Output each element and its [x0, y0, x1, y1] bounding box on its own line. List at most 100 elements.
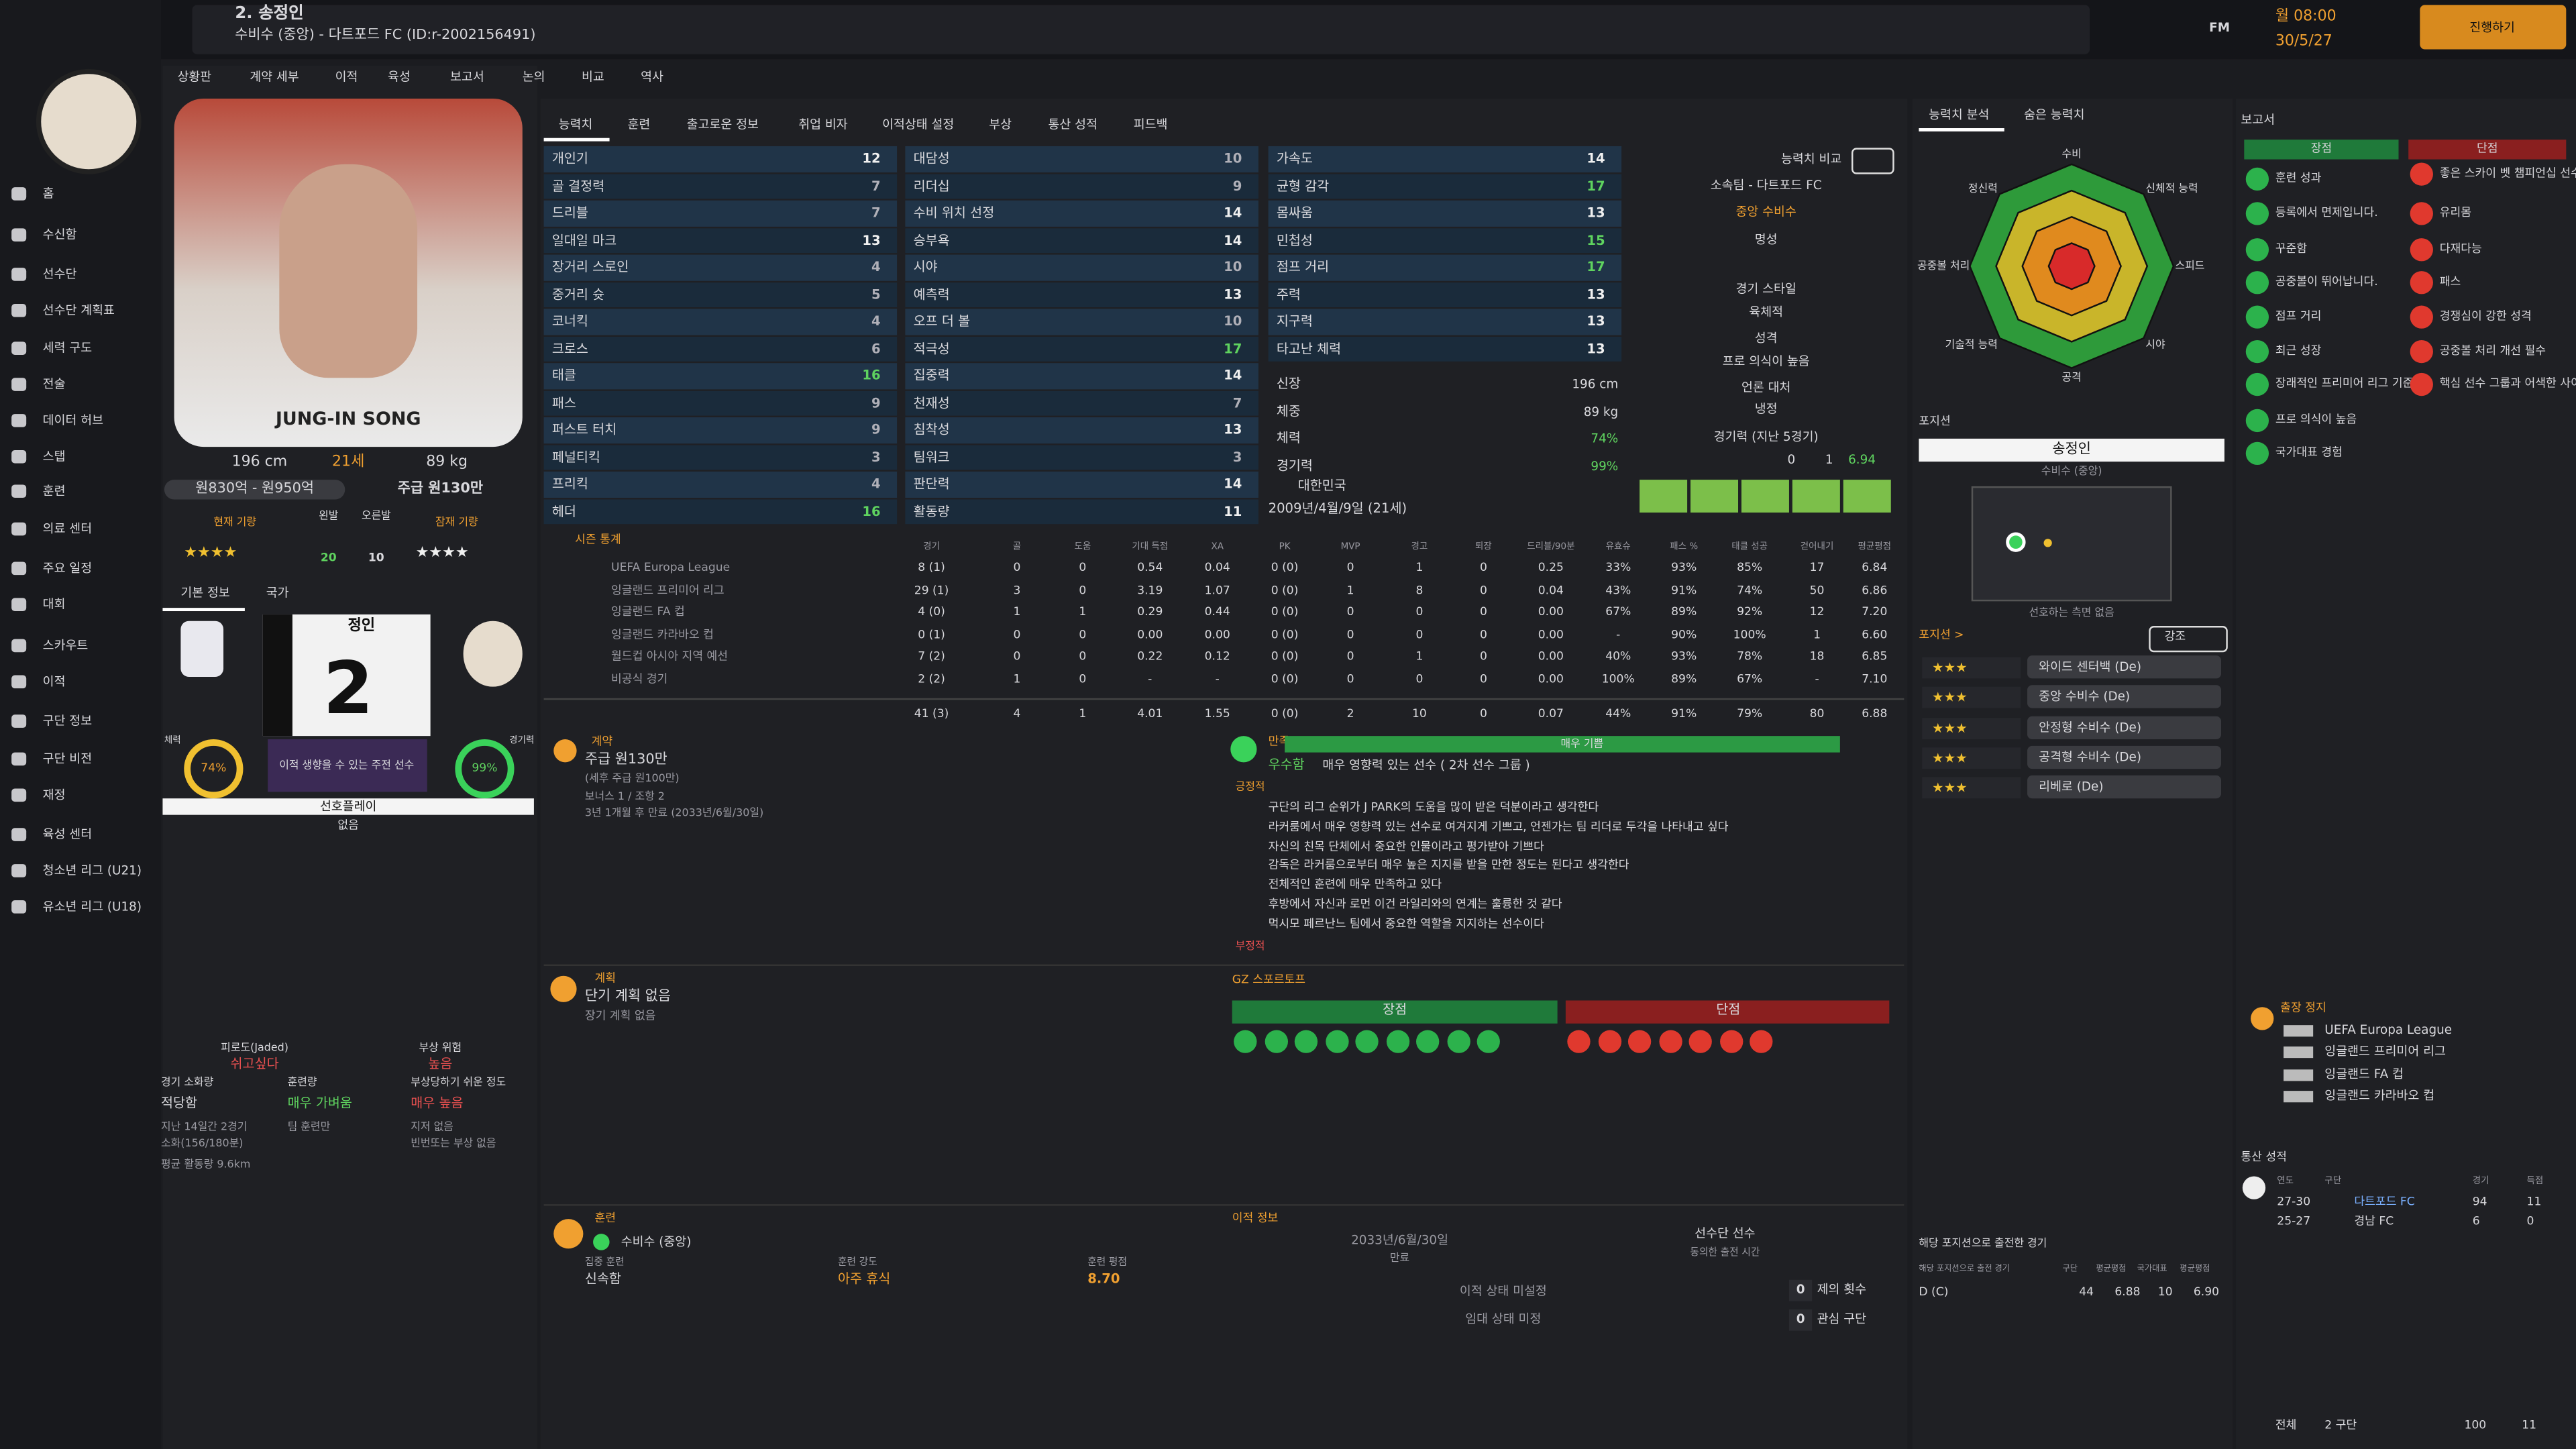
name-box — [1919, 438, 2224, 462]
stats-cell: 0 (0) — [1271, 561, 1299, 574]
role: 공격형 수비수 (De) — [2039, 749, 2142, 765]
strength-icon — [1264, 1030, 1287, 1053]
tab[interactable]: 피드백 — [1133, 117, 1168, 132]
sidebar-item[interactable]: 유소년 리그 (U18) — [42, 899, 142, 914]
sidebar-item[interactable]: 의료 센터 — [42, 521, 93, 536]
label: 동의한 출전 시간 — [1690, 1246, 1760, 1258]
label: 제의 횟수 — [1817, 1281, 1867, 1297]
tab[interactable]: 훈련 — [627, 117, 651, 132]
attr-row — [543, 173, 898, 199]
stars: ★★★ — [1932, 660, 1968, 676]
sidebar-item[interactable]: 수신함 — [42, 227, 77, 242]
tab[interactable]: 비교 — [581, 69, 604, 85]
stats-cell: 0.00 — [1538, 605, 1564, 619]
suspension-item: 잉글랜드 FA 컵 — [2324, 1066, 2404, 1081]
attr-value: 16 — [862, 503, 881, 519]
attr-value: 12 — [862, 151, 881, 166]
sidebar-item[interactable]: 대회 — [42, 596, 66, 612]
tab[interactable]: 계약 세부 — [250, 69, 299, 85]
attr-name: 가속도 — [1276, 151, 1313, 166]
attr-row — [905, 363, 1258, 389]
stats-total: 0 — [1479, 707, 1487, 720]
attr-row — [543, 498, 898, 525]
sidebar-icon — [11, 268, 27, 281]
role-dropdown[interactable] — [2027, 715, 2222, 739]
stats-cell: 0 — [1479, 649, 1487, 663]
tab[interactable]: 출고로운 정보 — [686, 117, 759, 132]
attr-row — [543, 227, 898, 254]
continue-button[interactable] — [2420, 5, 2567, 50]
sidebar-item[interactable]: 전술 — [42, 376, 66, 392]
tab[interactable]: 취업 비자 — [798, 117, 848, 132]
stats-cell: 100% — [1601, 672, 1635, 686]
condition: 74% — [201, 761, 227, 775]
tab[interactable]: 이적상태 설정 — [882, 117, 955, 132]
role-dropdown[interactable] — [2027, 745, 2222, 769]
tab[interactable]: 상황판 — [177, 69, 212, 85]
attr-row — [1268, 282, 1622, 307]
section-title: 통산 성적 — [2241, 1150, 2287, 1165]
attr-value: 17 — [1587, 259, 1605, 274]
expiry-date: 2033년/6월/30일 — [1351, 1232, 1448, 1248]
weakness-icon — [1719, 1030, 1743, 1053]
potential-label: 잠재 기량 — [435, 515, 478, 529]
sidebar-item[interactable]: 데이터 허브 — [42, 413, 104, 428]
fitness-training: 매우 가벼움 — [287, 1095, 352, 1111]
strength-icon — [1385, 1030, 1409, 1053]
role-dropdown[interactable] — [2027, 685, 2222, 709]
tab[interactable]: 논의 — [522, 69, 545, 85]
sidebar-item[interactable]: 이적 — [42, 674, 66, 689]
sidebar-item[interactable]: 선수단 — [42, 266, 77, 282]
attr-row — [905, 444, 1258, 470]
sidebar-item[interactable]: 주요 일정 — [42, 560, 93, 576]
interested: 0 — [1796, 1311, 1805, 1326]
tab[interactable]: 이적 — [335, 69, 358, 85]
tab[interactable]: 기본 정보 — [180, 585, 230, 600]
tab[interactable]: 숨은 능력치 — [2024, 107, 2085, 122]
section-title: 출장 정지 — [2280, 1001, 2326, 1015]
stats-cell: 0 — [1346, 627, 1354, 641]
sidebar-item[interactable]: 스카우트 — [42, 637, 89, 653]
section-subtitle: 긍정적 — [1235, 780, 1265, 794]
tab[interactable]: 통산 성적 — [1048, 117, 1097, 132]
role-dropdown[interactable] — [2027, 775, 2222, 799]
stats-cell: 0 (0) — [1271, 605, 1299, 619]
stats-cell: 89% — [1671, 605, 1697, 619]
sidebar-item[interactable]: 구단 비전 — [42, 751, 93, 766]
sidebar-icon — [11, 378, 27, 391]
emphasis-dropdown[interactable] — [2149, 626, 2228, 653]
attr-name: 적극성 — [913, 341, 950, 356]
weaknesses-box — [2408, 140, 2567, 160]
sidebar-item[interactable]: 세력 구도 — [42, 340, 93, 356]
sidebar-item[interactable]: 재정 — [42, 787, 66, 802]
sidebar-item[interactable]: 스탭 — [42, 449, 66, 464]
tab[interactable]: 국가 — [266, 585, 289, 600]
sharpness: 99% — [472, 761, 498, 775]
tab[interactable]: 육성 — [387, 69, 411, 85]
sidebar-icon — [11, 714, 27, 728]
stats-cell: 100% — [1733, 627, 1766, 641]
tab[interactable]: 능력치 분석 — [1929, 107, 1990, 122]
compare-dropdown[interactable] — [1851, 148, 1894, 174]
tab[interactable]: 보고서 — [450, 69, 484, 85]
form-box — [1843, 480, 1891, 513]
games-cell: D (C) — [1919, 1285, 1949, 1299]
continue-label[interactable]: 진행하기 — [2469, 20, 2515, 36]
attr-value: 4 — [871, 313, 881, 329]
radar — [1969, 163, 2175, 369]
career-cell: 0 — [2526, 1215, 2534, 1228]
sidebar-item[interactable]: 훈련 — [42, 483, 66, 498]
tab[interactable]: 능력치 — [558, 117, 593, 132]
stats-cell: 1 — [1813, 627, 1821, 641]
attr-name: 골 결정력 — [551, 178, 605, 193]
attr-value: 5 — [871, 286, 881, 302]
sidebar-item[interactable]: 육성 센터 — [42, 826, 93, 842]
role-dropdown[interactable] — [2027, 655, 2222, 679]
sidebar-item[interactable]: 홈 — [42, 186, 54, 201]
tab[interactable]: 부상 — [989, 117, 1012, 132]
attr-value: 14 — [1224, 232, 1242, 248]
sidebar-item[interactable]: 선수단 계획표 — [42, 303, 115, 318]
sidebar-item[interactable]: 구단 정보 — [42, 713, 93, 729]
sidebar-item[interactable]: 청소년 리그 (U21) — [42, 863, 142, 878]
tab[interactable]: 역사 — [641, 69, 663, 85]
